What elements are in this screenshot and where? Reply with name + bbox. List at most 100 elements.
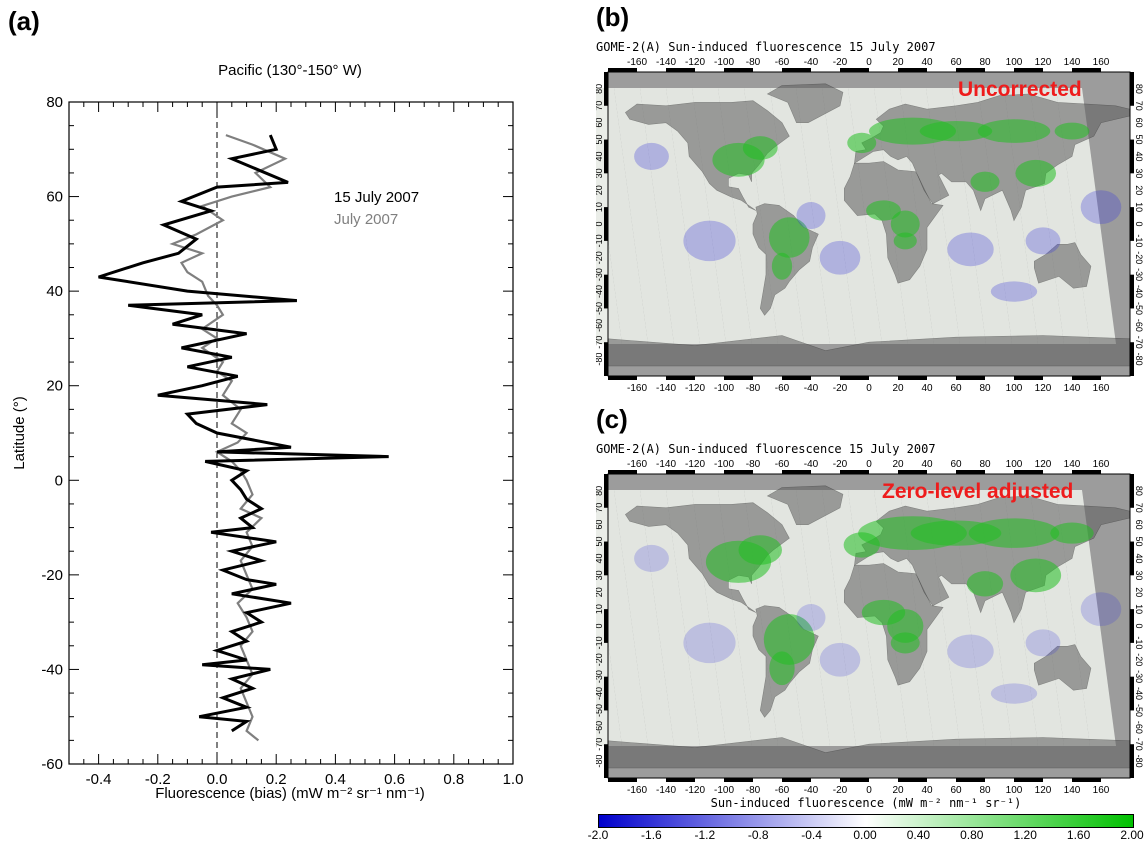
- lon-tick-label: 0: [866, 383, 872, 394]
- lon-tick-label: 120: [1035, 383, 1052, 394]
- lat-tick-label: 10: [1134, 604, 1144, 614]
- lat-tick-label: -40: [1134, 285, 1144, 298]
- axis-ticks: [68, 101, 514, 765]
- map-border-bar: [608, 68, 637, 72]
- lat-tick-label: -20: [596, 653, 604, 666]
- lat-tick-label: -80: [596, 353, 604, 366]
- lon-tick-label: 100: [1006, 459, 1023, 470]
- panel-c-label: (c): [596, 404, 628, 434]
- y-tick-label: 60: [46, 189, 63, 206]
- lon-tick-label: 160: [1093, 785, 1110, 796]
- lat-tick-label: 50: [596, 537, 604, 547]
- colorbar-tick-label: 0.00: [853, 828, 877, 842]
- lat-tick-label: -40: [1134, 687, 1144, 700]
- map-border-bar: [724, 68, 753, 72]
- y-tick-label: -20: [41, 567, 63, 584]
- map-panel-zero-level-adjusted: GOME-2(A) Sun-induced fluorescence 15 Ju…: [596, 442, 1148, 812]
- lon-tick-label: 40: [921, 785, 933, 796]
- map-annotation: Zero-level adjusted: [882, 480, 1074, 503]
- lon-tick-label: -140: [656, 785, 676, 796]
- map-border-bar: [1130, 207, 1134, 241]
- lat-tick-label: -10: [596, 234, 604, 247]
- lat-tick-label: -50: [1134, 704, 1144, 717]
- y-tick-label: 40: [46, 283, 63, 300]
- map-border-bar: [604, 342, 608, 376]
- fluorescence-low-region: [990, 683, 1038, 704]
- colorbar: [598, 814, 1134, 828]
- x-tick-label: -0.2: [145, 771, 171, 788]
- lat-tick-label: 20: [1134, 185, 1144, 195]
- map-border-bar: [840, 470, 869, 474]
- fluorescence-low-region: [947, 634, 994, 669]
- orbit-swath: [640, 88, 700, 344]
- map-border-bar: [1130, 139, 1134, 174]
- map-border-bar: [604, 474, 608, 508]
- lon-tick-label: 40: [921, 383, 933, 394]
- lat-tick-label: -30: [596, 268, 604, 281]
- x-tick-label: 0.4: [325, 771, 346, 788]
- lon-tick-label: 100: [1006, 57, 1023, 68]
- lat-tick-label: 40: [596, 151, 604, 161]
- colorbar-tick-label: 0.80: [960, 828, 984, 842]
- map-border-bar: [604, 274, 608, 309]
- fluorescence-high-region: [1015, 159, 1057, 187]
- y-axis-label: Latitude (°): [11, 396, 28, 470]
- colorbar-tick-label: 1.20: [1014, 828, 1038, 842]
- legend-entry-1: 15 July 2007: [334, 189, 419, 206]
- series-line-15-july-2007: [98, 134, 389, 733]
- lon-tick-label: 140: [1064, 459, 1081, 470]
- x-tick-labels: -0.4 -0.2 0.0 0.2 0.4 0.6 0.8 1.0: [86, 771, 524, 788]
- lat-tick-label: -20: [1134, 653, 1144, 666]
- fluorescence-low-region: [819, 642, 861, 677]
- lat-tick-label: -30: [596, 670, 604, 683]
- lon-tick-label: 60: [950, 57, 962, 68]
- lat-tick-label: 80: [596, 84, 604, 94]
- lat-tick-label: 10: [596, 202, 604, 212]
- lat-tick-label: 40: [1134, 553, 1144, 563]
- lat-tick-label: 80: [596, 486, 604, 496]
- fluorescence-high-region: [763, 614, 815, 665]
- lat-tick-label: 40: [596, 553, 604, 563]
- lon-tick-label: -120: [685, 785, 705, 796]
- lon-tick-label: -160: [627, 785, 647, 796]
- lat-tick-label: 0: [596, 221, 604, 226]
- lon-tick-label: -60: [775, 383, 790, 394]
- map-border-bar: [956, 778, 985, 782]
- lon-tick-label: 120: [1035, 57, 1052, 68]
- map-border-bar: [898, 68, 927, 72]
- colorbar-tick-label: 0.40: [907, 828, 931, 842]
- lat-tick-label: 50: [1134, 135, 1144, 145]
- lat-tick-label: -80: [1134, 755, 1144, 768]
- lon-tick-label: -40: [804, 785, 819, 796]
- lon-tick-label: -100: [714, 459, 734, 470]
- orbit-swath: [596, 88, 648, 344]
- lat-tick-label: 20: [596, 587, 604, 597]
- colorbar-label: Sun-induced fluorescence (mW m⁻² nm⁻¹ sr…: [710, 796, 1022, 810]
- lon-tick-label: 0: [866, 785, 872, 796]
- lon-tick-label: -20: [833, 459, 848, 470]
- lat-tick-label: 50: [596, 135, 604, 145]
- map-figure: -160-160-140-140-120-120-100-100-80-80-6…: [596, 459, 1144, 796]
- fluorescence-high-region: [887, 609, 924, 643]
- lat-tick-label: -80: [596, 755, 604, 768]
- fluorescence-low-region: [796, 604, 826, 632]
- panel-b-label: (b): [596, 2, 630, 32]
- fluorescence-low-region: [634, 544, 669, 572]
- lat-tick-label: 20: [1134, 587, 1144, 597]
- map-title: GOME-2(A) Sun-induced fluorescence 15 Ju…: [596, 40, 936, 54]
- fluorescence-high-region: [843, 532, 880, 558]
- map-border-bar: [1130, 609, 1134, 643]
- fluorescence-high-region: [890, 210, 920, 238]
- series-line-july-2007: [169, 134, 288, 742]
- fluorescence-high-region: [893, 232, 917, 250]
- fluorescence-low-region: [796, 202, 826, 230]
- fluorescence-low-region: [683, 622, 736, 664]
- y-tick-label: -60: [41, 756, 63, 773]
- lon-tick-label: 60: [950, 785, 962, 796]
- map-frame: -160-160-140-140-120-120-100-100-80-80-6…: [596, 459, 1144, 796]
- map-border-bar: [1072, 376, 1101, 380]
- fluorescence-high-region: [769, 651, 795, 686]
- lon-tick-label: -20: [833, 57, 848, 68]
- map-border-bar: [956, 376, 985, 380]
- map-border-bar: [1130, 744, 1134, 778]
